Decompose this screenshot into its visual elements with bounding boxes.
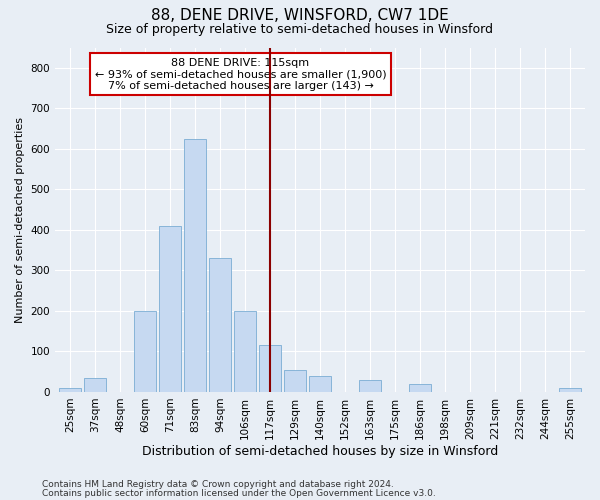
Bar [134,311,155,392]
Text: 88 DENE DRIVE: 115sqm
← 93% of semi-detached houses are smaller (1,900)
7% of se: 88 DENE DRIVE: 115sqm ← 93% of semi-deta… [95,58,386,91]
Bar [235,311,256,392]
Text: Size of property relative to semi-detached houses in Winsford: Size of property relative to semi-detach… [107,22,493,36]
Text: Contains public sector information licensed under the Open Government Licence v3: Contains public sector information licen… [42,488,436,498]
X-axis label: Distribution of semi-detached houses by size in Winsford: Distribution of semi-detached houses by … [142,444,498,458]
Bar [409,384,431,392]
Bar [59,388,80,392]
Bar [184,138,206,392]
Bar [359,380,380,392]
Bar [209,258,230,392]
Bar [310,376,331,392]
Y-axis label: Number of semi-detached properties: Number of semi-detached properties [15,116,25,322]
Bar [559,388,581,392]
Bar [259,346,281,392]
Bar [160,226,181,392]
Text: 88, DENE DRIVE, WINSFORD, CW7 1DE: 88, DENE DRIVE, WINSFORD, CW7 1DE [151,8,449,22]
Bar [85,378,106,392]
Bar [284,370,305,392]
Text: Contains HM Land Registry data © Crown copyright and database right 2024.: Contains HM Land Registry data © Crown c… [42,480,394,489]
